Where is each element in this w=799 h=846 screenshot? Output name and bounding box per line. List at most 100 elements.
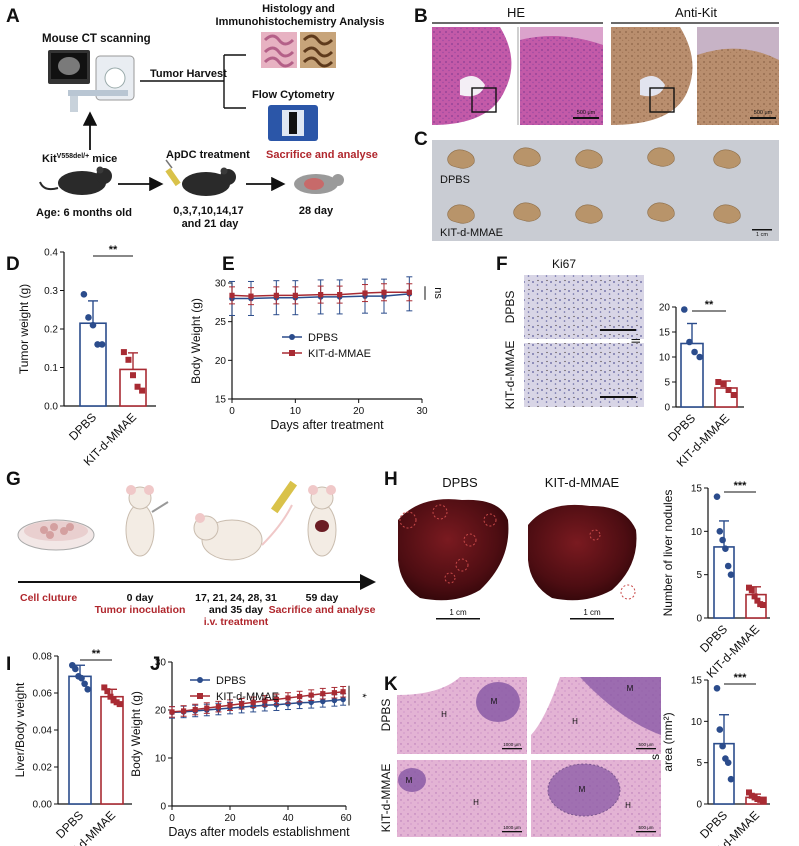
data-point [760, 602, 766, 608]
y-axis-label: Liver/Body weight [13, 682, 27, 777]
data-point [297, 693, 303, 700]
data-point [169, 709, 175, 715]
legend-label: DPBS [216, 675, 246, 687]
data-point [331, 697, 338, 704]
data-point [227, 702, 233, 708]
panel-b: B HE Anti-Kit 500 μm 500 μm [414, 5, 779, 125]
series-line [171, 698, 344, 714]
x-axis-label: Days after models establishment [168, 825, 350, 839]
mouse-icon-1 [39, 166, 112, 195]
data-point [248, 293, 254, 299]
y-tick-label: 15 [691, 484, 703, 495]
k-region-mark: H [473, 798, 479, 807]
data-point [308, 699, 315, 706]
data-point [104, 688, 111, 695]
y-tick-label: 0 [160, 802, 166, 813]
data-point [273, 292, 279, 298]
y-tick-label: 0.04 [33, 726, 53, 737]
bar [68, 675, 92, 805]
y-tick-label: 0 [696, 800, 702, 811]
y-axis-label: area (mm²) [661, 712, 675, 771]
legend-marker [289, 334, 295, 340]
k-scalebar-line [502, 748, 522, 750]
g-day0: 0 day [127, 592, 154, 604]
legend-label: DPBS [308, 332, 338, 344]
data-point [84, 686, 91, 693]
y-tick-label: 0.3 [44, 286, 58, 297]
data-point [94, 341, 101, 348]
y-tick-label: 0.4 [44, 248, 58, 259]
panel-g-label: G [6, 469, 21, 490]
mouse-icon-2 [182, 167, 236, 196]
panel-f-label: F [496, 254, 508, 275]
y-tick-label: 10 [155, 754, 167, 765]
flow-cytometry-label: Flow Cytometry [252, 89, 335, 101]
age-label: Age: 6 months old [36, 207, 132, 219]
tumor-specimen [647, 147, 675, 167]
tumor-specimen [713, 149, 741, 169]
data-point [406, 289, 412, 295]
y-tick-label: 10 [659, 353, 671, 364]
g-iv-treatment: i.v. treatment [204, 616, 269, 628]
chart-e: E 15 20 25 30 Body Weight (g) 0 10 20 30 Days afte… [189, 254, 444, 432]
ki67-title: Ki67 [552, 257, 576, 271]
tumor-harvest-label: Tumor Harvest [150, 68, 227, 80]
legend-marker [197, 693, 203, 699]
data-point [130, 372, 136, 379]
x-tick-label: 60 [340, 813, 352, 824]
data-point [715, 379, 722, 385]
y-tick-label: 0.02 [33, 763, 53, 774]
data-point [72, 665, 79, 673]
x-tick-label: 30 [416, 406, 428, 417]
tumor-specimen [575, 149, 603, 169]
panel-j-label: J [150, 654, 161, 675]
data-point [292, 292, 298, 298]
data-point [113, 699, 120, 706]
k-scalebar-label: 1000 μm [503, 742, 521, 747]
panel-c: C DPBS KIT-d-MMAE 1 cm [414, 129, 779, 241]
tumor-specimen [713, 204, 741, 224]
panel-d-label: D [6, 254, 20, 275]
k-scalebar-label: 500 μm [638, 825, 653, 830]
kit-scalebar: 500 μm [754, 110, 773, 116]
bar [713, 546, 735, 619]
c-kit-label: KIT-d-MMAE [440, 227, 503, 239]
data-point [262, 698, 268, 704]
tumor-specimen [647, 202, 675, 222]
days-label: 0,3,7,10,14,17 and 21 day [173, 205, 246, 230]
ki67-dpbs-image [524, 275, 644, 339]
y-axis-label: Body Weight (g) [129, 691, 143, 777]
he-scalebar: 500 μm [577, 110, 596, 116]
mouse-standing-1 [125, 485, 169, 557]
data-point [98, 341, 106, 348]
c-dpbs-label: DPBS [440, 174, 470, 186]
data-point [107, 693, 114, 700]
y-tick-label: 0 [664, 403, 670, 414]
y-tick-label: 30 [155, 658, 167, 669]
y-tick-label: 15 [659, 328, 671, 339]
data-point [320, 698, 326, 705]
data-point [719, 536, 726, 544]
tumor-specimens [447, 147, 741, 224]
data-point [337, 292, 343, 298]
syringe-icon [165, 159, 181, 187]
anti-kit-title: Anti-Kit [675, 5, 717, 20]
bar [100, 695, 124, 805]
data-point [691, 348, 698, 356]
significance-label: ** [705, 299, 714, 311]
data-point [748, 587, 755, 594]
panel-k-label: K [384, 674, 398, 695]
data-point [192, 706, 198, 713]
x-tick-label: 0 [169, 813, 175, 824]
data-point [89, 321, 97, 329]
y-tick-label: 0.06 [33, 689, 53, 700]
y-tick-label: 20 [659, 303, 671, 314]
g-day59: 59 day [306, 592, 339, 604]
y-tick-label: 15 [691, 676, 703, 687]
data-point [229, 292, 235, 298]
apdc-treatment-label: ApDC treatment [166, 149, 250, 161]
h-scalebar-2: 1 cm [583, 608, 601, 617]
